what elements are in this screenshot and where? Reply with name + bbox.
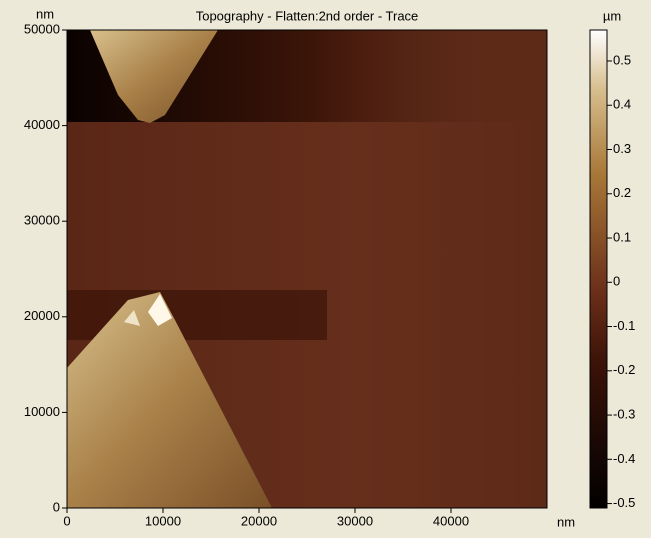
colorbar-tick-label: 0 [613,274,620,289]
y-tick-label: 50000 [24,21,60,36]
y-tick-label: 0 [53,499,60,514]
colorbar-tick-label: 0.4 [613,97,631,112]
afm-image [67,30,547,508]
colorbar-tick-label: -0.2 [613,362,635,377]
y-tick-label: 20000 [24,308,60,323]
colorbar-tick-label: -0.5 [613,495,635,510]
colorbar-tick-label: 0.2 [613,185,631,200]
x-axis-label: nm [557,514,575,529]
colorbar-tick-label: -0.1 [613,318,635,333]
chart: Topography - Flatten:2nd order - Trace n… [0,0,651,538]
y-tick-label: 40000 [24,117,60,132]
x-tick-label: 10000 [145,513,181,528]
colorbar-tick-label: 0.3 [613,141,631,156]
colorbar-tick-label: -0.4 [613,451,635,466]
y-tick-label: 10000 [24,404,60,419]
x-tick-label: 0 [63,513,70,528]
y-tick-label: 30000 [24,213,60,228]
x-tick-label: 30000 [337,513,373,528]
colorbar-label: µm [603,8,621,23]
x-tick-label: 40000 [433,513,469,528]
x-tick-label: 20000 [241,513,277,528]
colorbar-tick-label: -0.3 [613,406,635,421]
colorbar-tick-label: 0.5 [613,52,631,67]
colorbar-tick-label: 0.1 [613,229,631,244]
y-axis-label: nm [36,6,54,21]
chart-title: Topography - Flatten:2nd order - Trace [196,8,419,23]
colorbar [590,30,607,508]
